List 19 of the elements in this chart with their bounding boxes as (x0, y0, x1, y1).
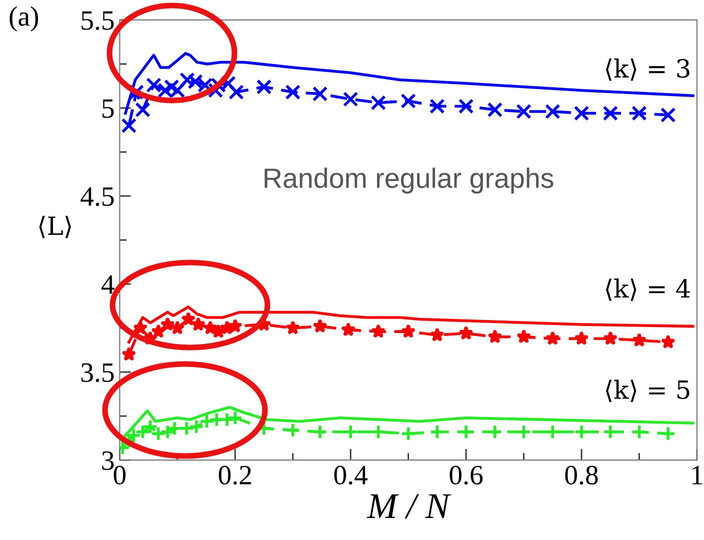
y-tick-label: 5.5 (82, 11, 114, 30)
annotation: ⟨k⟩ = 5 (606, 380, 690, 402)
x-tick-label: 0 (114, 466, 126, 484)
y-tick-label: 3.5 (81, 363, 114, 382)
y-tick-label: 4 (101, 275, 114, 294)
x-tick-label: 0.2 (218, 466, 251, 485)
y-tick-label: 5 (102, 99, 114, 118)
x-tick-label: 1 (692, 466, 702, 484)
x-axis-title: M / N (366, 494, 452, 518)
x-tick-label: 0.6 (450, 466, 483, 485)
x-tick-label: 0.4 (334, 466, 368, 485)
annotation: Random regular graphs (264, 168, 554, 194)
x-tick-label: 0.8 (565, 466, 598, 485)
y-tick-label: 4.5 (80, 187, 114, 206)
y-tick-label: 3 (102, 451, 114, 470)
y-axis-title: ⟨L⟩ (39, 216, 71, 238)
annotation: ⟨k⟩ = 3 (606, 58, 690, 81)
annotation: ⟨k⟩ = 4 (606, 278, 690, 301)
text: (a) (10, 6, 38, 32)
